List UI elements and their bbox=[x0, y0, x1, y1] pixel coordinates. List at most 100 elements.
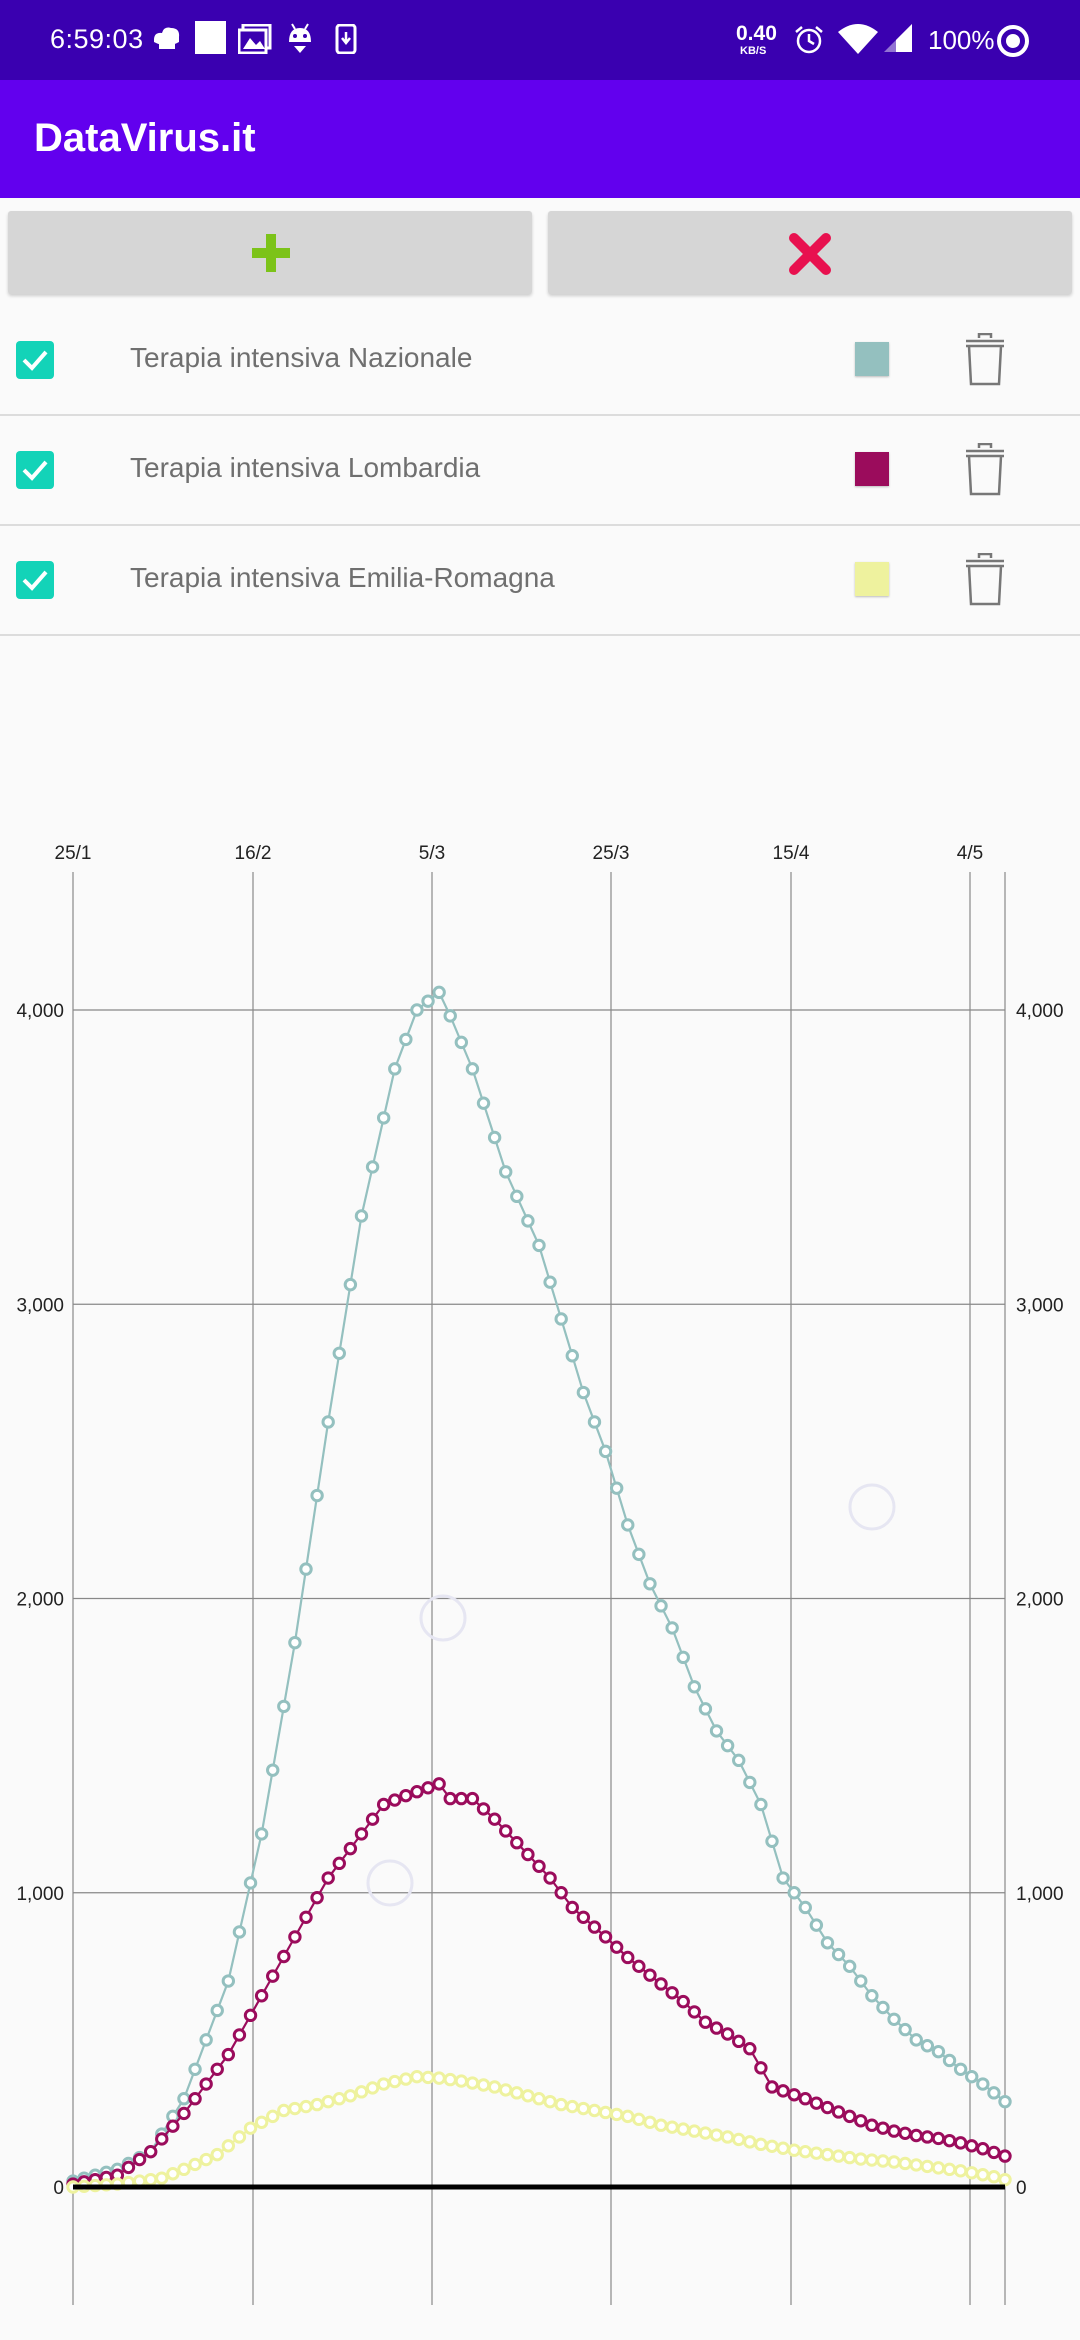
data-point bbox=[965, 2166, 979, 2180]
series-color-swatch[interactable] bbox=[855, 562, 889, 596]
data-point bbox=[976, 2077, 990, 2091]
data-point bbox=[687, 2124, 702, 2138]
data-point bbox=[609, 1481, 624, 1495]
trash-icon[interactable] bbox=[962, 442, 1008, 502]
net-speed: 0.40 bbox=[736, 22, 777, 45]
data-point bbox=[188, 2062, 202, 2077]
data-point bbox=[976, 2168, 990, 2182]
data-point bbox=[643, 1968, 657, 1982]
data-point bbox=[376, 2077, 391, 2091]
data-point bbox=[831, 2149, 846, 2163]
x-tick-label: 4/5 bbox=[957, 843, 983, 864]
series-emilia-romagna bbox=[66, 2069, 1012, 2194]
data-point bbox=[953, 2136, 968, 2150]
data-point bbox=[410, 1785, 424, 1799]
series-checkbox[interactable] bbox=[16, 341, 54, 379]
data-point bbox=[920, 2130, 935, 2144]
series-row[interactable]: Terapia intensiva Lombardia bbox=[0, 416, 1080, 526]
y-tick-label-right: 4,000 bbox=[1016, 1001, 1064, 1022]
y-tick-label-right: 2,000 bbox=[1016, 1590, 1064, 1611]
data-point bbox=[266, 2109, 280, 2124]
data-point bbox=[210, 2003, 224, 2018]
data-point bbox=[454, 1035, 469, 1050]
data-point bbox=[432, 1777, 446, 1791]
data-point bbox=[365, 1812, 380, 1826]
clear-series-button[interactable] bbox=[548, 211, 1072, 294]
data-point bbox=[720, 1738, 735, 1753]
data-point bbox=[277, 1949, 291, 1964]
data-point bbox=[432, 985, 446, 1000]
status-bar: 6:59:03 0.40 KB/S 100% bbox=[0, 0, 1080, 80]
data-point bbox=[443, 1009, 457, 1023]
series-color-swatch[interactable] bbox=[855, 452, 889, 486]
trash-icon[interactable] bbox=[962, 332, 1008, 392]
series-color-swatch[interactable] bbox=[855, 342, 889, 376]
series-label: Terapia intensiva Nazionale bbox=[130, 342, 473, 373]
data-point bbox=[931, 2161, 946, 2175]
y-tick-label-left: 1,000 bbox=[16, 1884, 64, 1905]
data-point bbox=[820, 1936, 835, 1950]
chef-hat-icon bbox=[150, 18, 184, 63]
wifi-icon bbox=[838, 24, 878, 59]
data-point bbox=[732, 1753, 746, 1768]
series-checkbox[interactable] bbox=[16, 451, 54, 489]
data-point bbox=[199, 2077, 213, 2091]
data-point bbox=[354, 2085, 369, 2099]
data-point bbox=[720, 2027, 735, 2041]
data-point bbox=[820, 2147, 835, 2162]
data-point bbox=[953, 2062, 968, 2077]
series-checkbox[interactable] bbox=[16, 561, 54, 599]
data-point bbox=[143, 2144, 158, 2159]
data-point bbox=[887, 2124, 901, 2138]
data-point bbox=[976, 2142, 990, 2156]
data-point bbox=[576, 2101, 591, 2116]
data-point bbox=[720, 2130, 735, 2144]
y-tick-label-left: 2,000 bbox=[16, 1590, 64, 1611]
data-point bbox=[532, 2092, 546, 2106]
data-point bbox=[621, 1518, 635, 1532]
data-point bbox=[254, 2115, 269, 2129]
data-point bbox=[443, 1791, 457, 1806]
x-tick-label: 16/2 bbox=[235, 843, 272, 864]
data-point bbox=[321, 2094, 335, 2109]
data-point bbox=[854, 2114, 868, 2128]
data-point bbox=[365, 1160, 380, 1174]
data-point bbox=[643, 1577, 657, 1591]
data-point bbox=[243, 2008, 258, 2023]
data-point bbox=[909, 2128, 923, 2143]
data-point bbox=[487, 2080, 502, 2094]
data-point bbox=[454, 1791, 469, 1806]
data-point bbox=[188, 2092, 202, 2106]
trash-icon[interactable] bbox=[962, 552, 1008, 612]
data-point bbox=[754, 2137, 768, 2152]
line-chart[interactable]: 25/1 16/2 5/3 25/3 15/4 4/5 0 0 1,000 1,000 2,000 2… bbox=[0, 820, 1080, 2340]
data-point bbox=[288, 2101, 302, 2116]
data-point bbox=[842, 2150, 857, 2165]
series-row[interactable]: Terapia intensiva Emilia-Romagna bbox=[0, 526, 1080, 636]
data-point bbox=[732, 2034, 746, 2049]
data-point bbox=[332, 1346, 346, 1360]
data-point bbox=[998, 2094, 1012, 2109]
add-series-button[interactable] bbox=[8, 211, 532, 294]
data-point bbox=[876, 2154, 890, 2168]
data-point bbox=[754, 2061, 768, 2075]
data-point bbox=[376, 1797, 391, 1812]
app-bar: DataVirus.it bbox=[0, 80, 1080, 198]
data-point bbox=[765, 2139, 779, 2153]
data-point bbox=[676, 1650, 690, 1665]
data-point bbox=[965, 2069, 979, 2084]
data-point bbox=[487, 1130, 502, 1145]
data-point bbox=[865, 2118, 879, 2132]
data-point bbox=[598, 1444, 613, 1459]
data-point bbox=[476, 2078, 491, 2092]
data-point bbox=[310, 2097, 324, 2112]
data-point bbox=[698, 2126, 713, 2140]
data-point bbox=[887, 2155, 901, 2169]
chart-series bbox=[66, 985, 1012, 2194]
data-point bbox=[998, 2149, 1012, 2163]
data-point bbox=[909, 2033, 923, 2047]
data-point bbox=[232, 1925, 247, 1939]
series-row[interactable]: Terapia intensiva Nazionale bbox=[0, 306, 1080, 416]
data-point bbox=[221, 2047, 236, 2062]
series-label: Terapia intensiva Lombardia bbox=[130, 452, 481, 483]
